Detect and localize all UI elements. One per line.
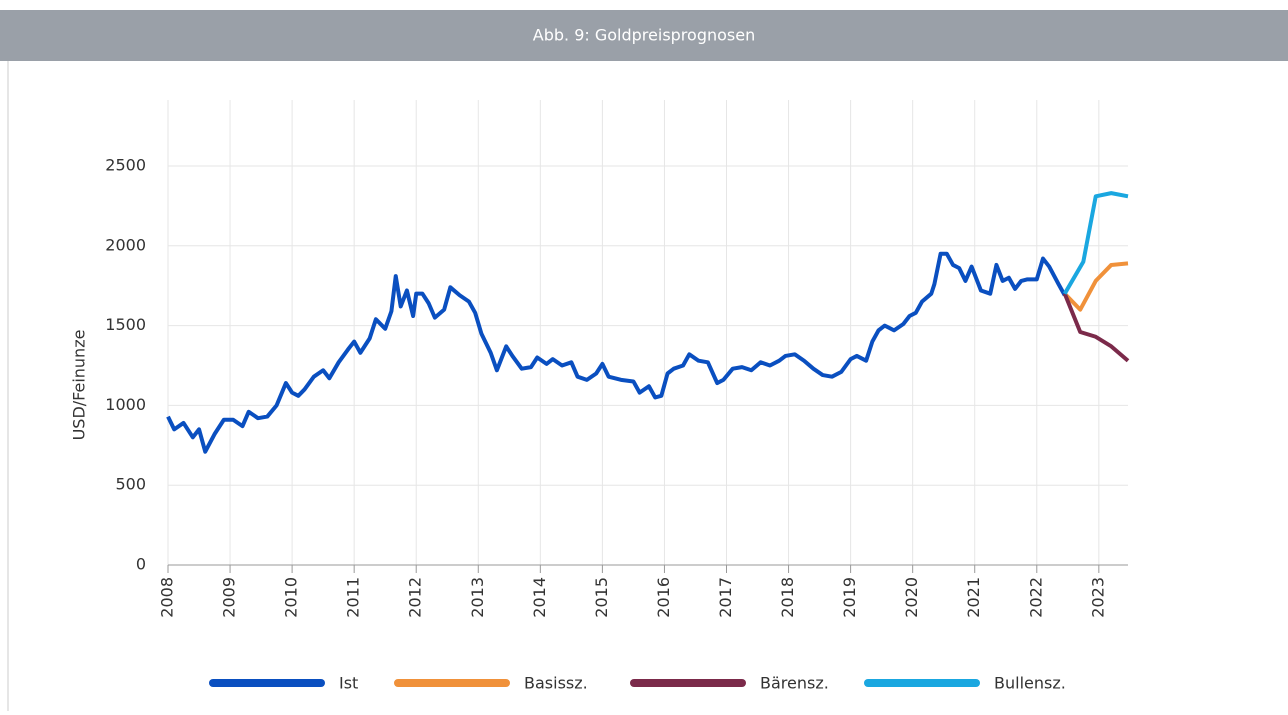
x-tick-label: 2020 [902,577,921,618]
legend-label: Bärensz. [760,674,829,693]
y-tick-label: 0 [136,555,146,574]
series-line [1062,292,1130,363]
legend-label: Bullensz. [994,674,1066,693]
series-line [1062,191,1129,295]
x-tick-label: 2022 [1026,577,1045,618]
y-tick-label: 2000 [105,235,146,254]
x-tick-label: 2015 [592,577,611,618]
x-tick-label: 2016 [654,577,673,618]
chart-title: Abb. 9: Goldpreisprognosen [533,26,755,45]
x-tick-label: 2013 [468,577,487,618]
x-tick-label: 2012 [406,577,425,618]
y-tick-label: 1000 [105,395,146,414]
x-tick-label: 2010 [282,577,301,618]
x-tick-label: 2009 [220,577,239,618]
series-line [166,251,1067,454]
header-bar [0,10,1288,61]
series-line [1063,261,1129,312]
x-tick-label: 2014 [530,577,549,618]
x-tick-label: 2011 [344,577,363,618]
legend-label: Basissz. [524,674,588,693]
x-tick-label: 2019 [840,577,859,618]
y-tick-label: 1500 [105,315,146,334]
x-tick-label: 2023 [1088,577,1107,618]
x-tick-label: 2008 [158,577,177,618]
y-tick-label: 2500 [105,156,146,175]
y-axis-label: USD/Feinunze [70,330,89,441]
x-tick-label: 2018 [778,577,797,618]
x-tick-label: 2017 [716,577,735,618]
legend-label: Ist [339,674,358,693]
y-tick-label: 500 [115,475,146,494]
x-tick-label: 2021 [964,577,983,618]
